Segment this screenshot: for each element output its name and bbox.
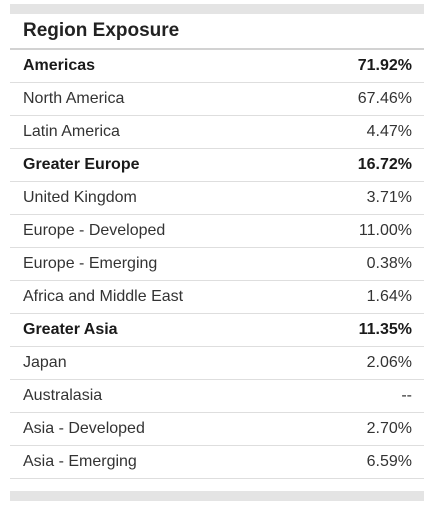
row-label: Europe - Developed — [23, 222, 166, 239]
row-value: 16.72% — [357, 156, 412, 173]
table-row-asia-developed: Asia - Developed 2.70% — [10, 413, 424, 446]
row-value: 6.59% — [366, 453, 412, 470]
bottom-divider-bar — [10, 491, 424, 501]
row-value: -- — [401, 387, 412, 404]
row-value: 1.64% — [366, 288, 412, 305]
row-value: 71.92% — [357, 57, 412, 74]
row-label: Africa and Middle East — [23, 288, 184, 305]
row-label: Americas — [23, 57, 96, 74]
table-row-europe-emerging: Europe - Emerging 0.38% — [10, 248, 424, 281]
row-label: Greater Asia — [23, 321, 118, 338]
row-value: 2.06% — [366, 354, 412, 371]
table-row-latin-america: Latin America 4.47% — [10, 116, 424, 149]
row-label: United Kingdom — [23, 189, 137, 206]
row-label: Australasia — [23, 387, 103, 404]
row-value: 67.46% — [357, 90, 412, 107]
table-row-australasia: Australasia -- — [10, 380, 424, 413]
row-label: Asia - Developed — [23, 420, 145, 437]
table-row-europe-developed: Europe - Developed 11.00% — [10, 215, 424, 248]
row-value: 11.00% — [358, 222, 412, 239]
table-row-africa-middle-east: Africa and Middle East 1.64% — [10, 281, 424, 314]
row-value: 2.70% — [366, 420, 412, 437]
row-value: 11.35% — [358, 321, 412, 338]
row-value: 4.47% — [366, 123, 412, 140]
table-row-north-america: North America 67.46% — [10, 83, 424, 116]
row-label: Europe - Emerging — [23, 255, 158, 272]
table-row-greater-europe: Greater Europe 16.72% — [10, 149, 424, 182]
table-row-greater-asia: Greater Asia 11.35% — [10, 314, 424, 347]
row-value: 0.38% — [366, 255, 412, 272]
table-row-asia-emerging: Asia - Emerging 6.59% — [10, 446, 424, 479]
row-value: 3.71% — [366, 189, 412, 206]
row-label: Japan — [23, 354, 67, 371]
row-label: Asia - Emerging — [23, 453, 137, 470]
table-row-japan: Japan 2.06% — [10, 347, 424, 380]
panel-title: Region Exposure — [10, 14, 424, 50]
table-row-united-kingdom: United Kingdom 3.71% — [10, 182, 424, 215]
row-label: North America — [23, 90, 125, 107]
region-exposure-panel: Region Exposure Americas 71.92% North Am… — [10, 14, 424, 479]
row-label: Greater Europe — [23, 156, 140, 173]
table-row-americas: Americas 71.92% — [10, 50, 424, 83]
row-label: Latin America — [23, 123, 120, 140]
top-divider-bar — [10, 4, 424, 14]
